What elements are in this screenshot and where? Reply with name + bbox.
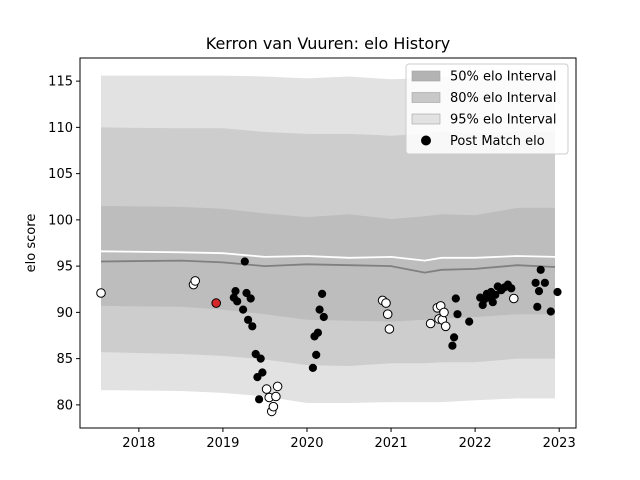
x-tick-label: 2023 (543, 436, 576, 451)
legend-swatch (411, 113, 441, 125)
y-tick-label: 80 (56, 398, 73, 413)
post-match-point (253, 373, 262, 382)
post-match-point (451, 294, 460, 303)
post-match-point (439, 307, 449, 318)
x-tick-label: 2020 (290, 436, 323, 451)
x-tick-label: 2022 (459, 436, 492, 451)
y-tick-label: 95 (56, 260, 73, 275)
median-elo-line (100, 259, 556, 274)
post-match-point (308, 363, 317, 372)
post-match-point (453, 310, 462, 319)
y-tick-label: 115 (48, 75, 73, 90)
y-tick-label: 85 (56, 352, 73, 367)
chart-title: Kerron van Vuuren: elo History (206, 34, 451, 53)
y-tick-label: 110 (48, 121, 73, 136)
post-match-point (384, 324, 395, 334)
x-tick-label: 2018 (122, 436, 155, 451)
post-match-point (382, 309, 393, 320)
y-tick-label: 100 (48, 213, 73, 228)
y-tick-label: 105 (48, 167, 73, 182)
post-match-point (256, 354, 265, 363)
legend-swatch (411, 92, 441, 103)
post-match-point (553, 287, 562, 297)
post-match-point (246, 294, 255, 303)
x-tick-label: 2021 (375, 436, 408, 451)
legend-label: 50% elo Interval (450, 70, 557, 85)
post-match-point (491, 290, 500, 299)
post-match-point (440, 321, 451, 332)
post-match-point (271, 391, 281, 402)
mean-elo-line (100, 250, 556, 262)
post-match-point (319, 312, 328, 322)
post-match-point (255, 395, 264, 404)
post-match-point (231, 287, 240, 296)
post-match-point (533, 302, 542, 311)
post-match-point (425, 318, 436, 329)
x-axis: 2018 2019 2020 2021 2022 2023 (122, 428, 576, 451)
y-axis: 80 85 90 95 100 105 110 115 (48, 75, 80, 413)
y-axis-label: elo score (24, 214, 39, 273)
post-match-point (272, 381, 283, 392)
post-match-point (190, 276, 200, 286)
post-match-point (242, 288, 251, 298)
post-match-point (448, 341, 457, 350)
post-match-point (531, 278, 540, 287)
post-match-point (450, 333, 459, 342)
post-match-point (507, 284, 516, 293)
post-match-point (318, 289, 327, 298)
post-match-point (546, 307, 555, 316)
legend: 50% elo Interval 80% elo Interval 95% elo … (405, 63, 569, 155)
post-match-points (96, 257, 562, 417)
post-match-point (268, 401, 279, 412)
plot-area (96, 75, 562, 417)
post-match-point (248, 322, 257, 331)
elo-lines (100, 250, 556, 274)
legend-label: 95% elo Interval (450, 113, 557, 128)
post-match-point (240, 257, 249, 266)
post-match-point (313, 328, 322, 337)
post-match-point (534, 287, 544, 296)
band-2 (101, 206, 555, 322)
post-match-point (239, 305, 248, 314)
post-match-point (233, 297, 242, 306)
post-match-point (315, 305, 324, 314)
post-match-point (312, 350, 321, 359)
post-match-point (251, 349, 260, 359)
legend-box (405, 63, 569, 155)
post-match-point (381, 298, 391, 308)
post-match-point (211, 298, 221, 308)
axes-frame (79, 57, 577, 429)
post-match-point (488, 298, 497, 307)
legend-label: 80% elo Interval (450, 91, 557, 106)
legend-label: Post Match elo (450, 134, 545, 149)
post-match-point (536, 265, 545, 274)
post-match-point (96, 288, 106, 298)
y-tick-label: 90 (56, 306, 73, 321)
post-match-point (465, 317, 474, 326)
post-match-point (261, 384, 272, 394)
post-match-point (258, 368, 267, 377)
x-tick-label: 2019 (206, 436, 239, 451)
legend-swatch (411, 70, 441, 82)
post-match-point (509, 293, 519, 304)
legend-marker (421, 135, 431, 146)
post-match-point (244, 315, 253, 324)
post-match-point (540, 278, 550, 287)
